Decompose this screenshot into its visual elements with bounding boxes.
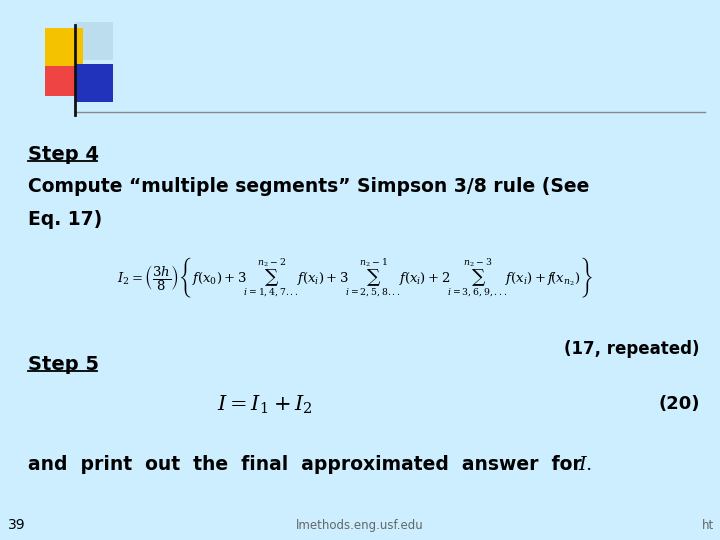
Text: 39: 39 [8, 518, 26, 532]
Text: $I = I_1 + I_2$: $I = I_1 + I_2$ [217, 394, 312, 416]
Text: Step 5: Step 5 [28, 355, 99, 374]
Text: ht: ht [702, 519, 714, 532]
Text: lmethods.eng.usf.edu: lmethods.eng.usf.edu [296, 519, 424, 532]
Text: $\mathit{I}.$: $\mathit{I}.$ [578, 455, 593, 474]
Text: and  print  out  the  final  approximated  answer  for: and print out the final approximated ans… [28, 455, 595, 474]
Text: Step 4: Step 4 [28, 145, 99, 164]
Text: $I_2 = \left(\dfrac{3h}{8}\right)\left\{f\left(x_0\right)+3\!\sum_{i=1,4,7...}^{: $I_2 = \left(\dfrac{3h}{8}\right)\left\{… [117, 256, 593, 300]
Bar [45, 28, 83, 66]
Bar [75, 22, 113, 60]
Text: Eq. 17): Eq. 17) [28, 210, 102, 229]
Text: (17, repeated): (17, repeated) [564, 340, 700, 358]
Text: (20): (20) [659, 395, 700, 413]
Bar [75, 64, 113, 102]
Bar [45, 58, 83, 96]
Text: Compute “multiple segments” Simpson 3/8 rule (See: Compute “multiple segments” Simpson 3/8 … [28, 177, 590, 196]
